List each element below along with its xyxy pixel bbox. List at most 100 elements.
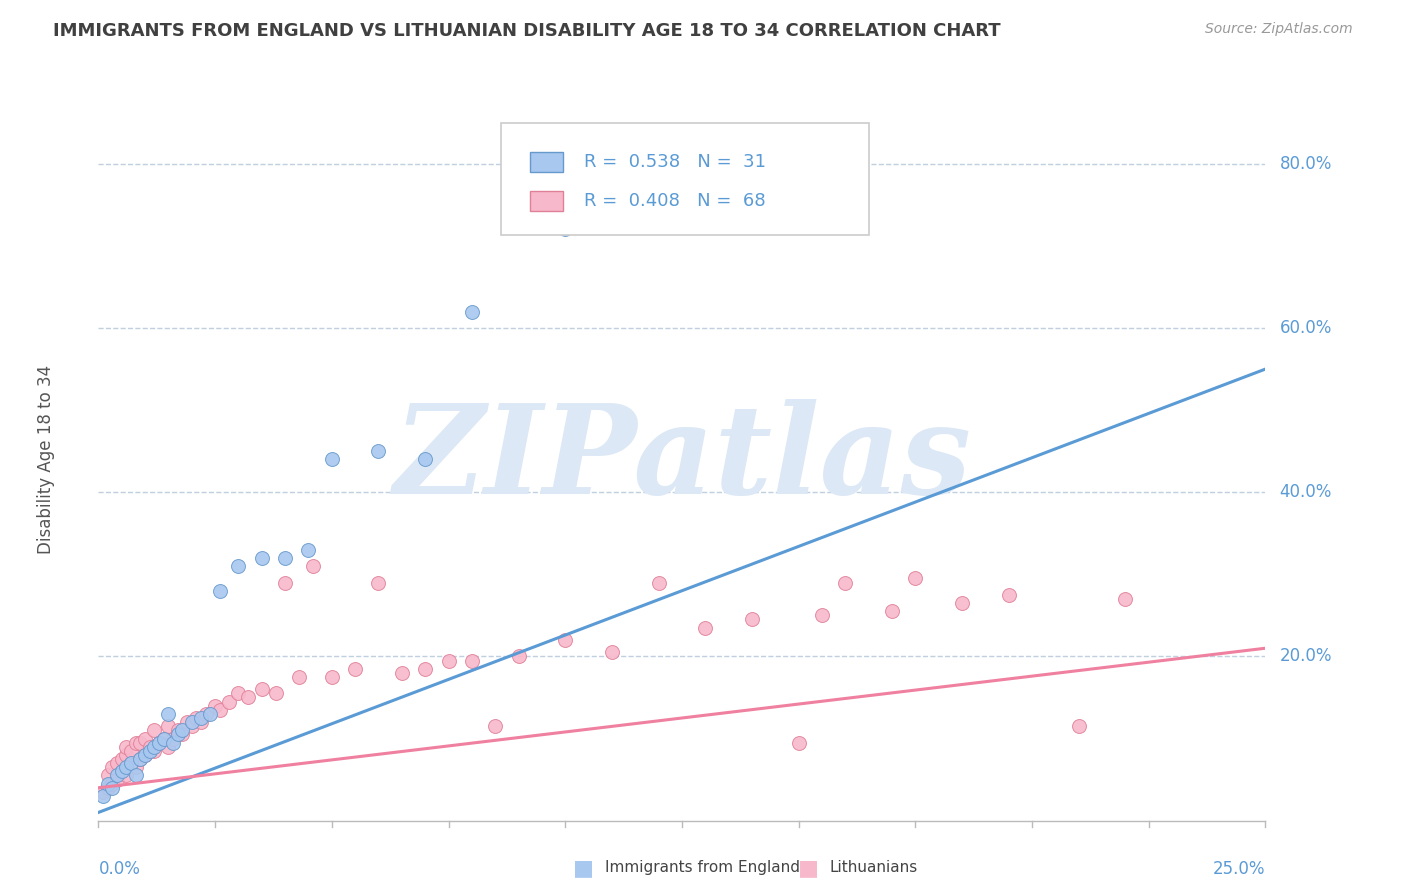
Text: ■: ■ [799, 858, 818, 878]
Point [180, 715, 202, 730]
Point [91, 785, 114, 799]
Point [166, 727, 188, 741]
Point [367, 575, 389, 590]
Text: 60.0%: 60.0% [1279, 319, 1331, 337]
Text: Immigrants from England: Immigrants from England [605, 861, 800, 875]
Point [101, 777, 124, 791]
Point [236, 690, 259, 705]
Text: IMMIGRANTS FROM ENGLAND VS LITHUANIAN DISABILITY AGE 18 TO 34 CORRELATION CHART: IMMIGRANTS FROM ENGLAND VS LITHUANIAN DI… [53, 22, 1001, 40]
Point [139, 739, 162, 754]
Point [111, 764, 134, 779]
Point [391, 665, 413, 680]
Point [111, 764, 134, 779]
Point [91, 789, 114, 803]
Point [105, 772, 128, 787]
Point [97, 777, 120, 791]
Point [811, 608, 834, 623]
Point [115, 739, 138, 754]
Point [461, 654, 484, 668]
Point [288, 670, 311, 684]
Point [97, 768, 120, 782]
Text: 80.0%: 80.0% [1279, 155, 1331, 173]
Point [321, 452, 343, 467]
Text: 20.0%: 20.0% [1279, 648, 1331, 665]
Point [741, 612, 763, 626]
Point [302, 559, 325, 574]
Point [125, 768, 148, 782]
Point [115, 747, 138, 762]
Point [143, 744, 166, 758]
Point [134, 747, 156, 762]
Point [1067, 719, 1090, 733]
Point [787, 736, 810, 750]
Point [162, 736, 184, 750]
Point [834, 575, 856, 590]
Point [204, 698, 226, 713]
Point [194, 706, 217, 721]
Point [172, 723, 194, 738]
Text: R =  0.538   N =  31: R = 0.538 N = 31 [583, 153, 766, 171]
Point [1114, 591, 1136, 606]
Point [166, 723, 188, 738]
Point [157, 739, 180, 754]
Point [461, 304, 484, 318]
Point [274, 550, 297, 565]
Point [111, 752, 134, 766]
Point [148, 736, 170, 750]
Point [413, 452, 436, 467]
Point [208, 703, 231, 717]
Point [250, 550, 273, 565]
Text: 40.0%: 40.0% [1279, 483, 1331, 501]
Point [554, 633, 576, 648]
Point [413, 662, 436, 676]
Point [134, 747, 156, 762]
Point [97, 780, 120, 795]
Point [264, 686, 287, 700]
Text: R =  0.408   N =  68: R = 0.408 N = 68 [583, 192, 765, 210]
Point [228, 686, 250, 700]
Point [554, 222, 576, 236]
Point [695, 621, 717, 635]
Point [647, 575, 669, 590]
Point [190, 711, 212, 725]
Point [157, 706, 180, 721]
Point [162, 731, 184, 746]
Bar [530, 191, 562, 211]
Point [157, 719, 180, 733]
Point [218, 695, 240, 709]
Point [139, 744, 162, 758]
Point [200, 706, 222, 721]
Point [344, 662, 367, 676]
Point [101, 780, 124, 795]
Point [105, 768, 128, 782]
Text: 25.0%: 25.0% [1213, 861, 1265, 879]
Point [186, 711, 208, 725]
Point [105, 756, 128, 771]
Point [367, 444, 389, 458]
Bar [530, 152, 562, 172]
Point [143, 739, 166, 754]
Point [250, 682, 273, 697]
Point [600, 645, 623, 659]
Text: ■: ■ [574, 858, 593, 878]
Point [297, 542, 319, 557]
Text: Disability Age 18 to 34: Disability Age 18 to 34 [37, 365, 55, 554]
Point [274, 575, 297, 590]
Point [228, 559, 250, 574]
Point [321, 670, 343, 684]
Point [101, 760, 124, 774]
Point [950, 596, 973, 610]
FancyBboxPatch shape [501, 123, 869, 235]
Point [115, 760, 138, 774]
Point [484, 719, 506, 733]
Point [904, 571, 927, 585]
Point [190, 715, 212, 730]
Point [180, 719, 202, 733]
Point [143, 723, 166, 738]
Point [129, 752, 152, 766]
Point [152, 731, 174, 746]
Text: Lithuanians: Lithuanians [830, 861, 918, 875]
Point [508, 649, 530, 664]
Point [125, 736, 148, 750]
Point [115, 768, 138, 782]
